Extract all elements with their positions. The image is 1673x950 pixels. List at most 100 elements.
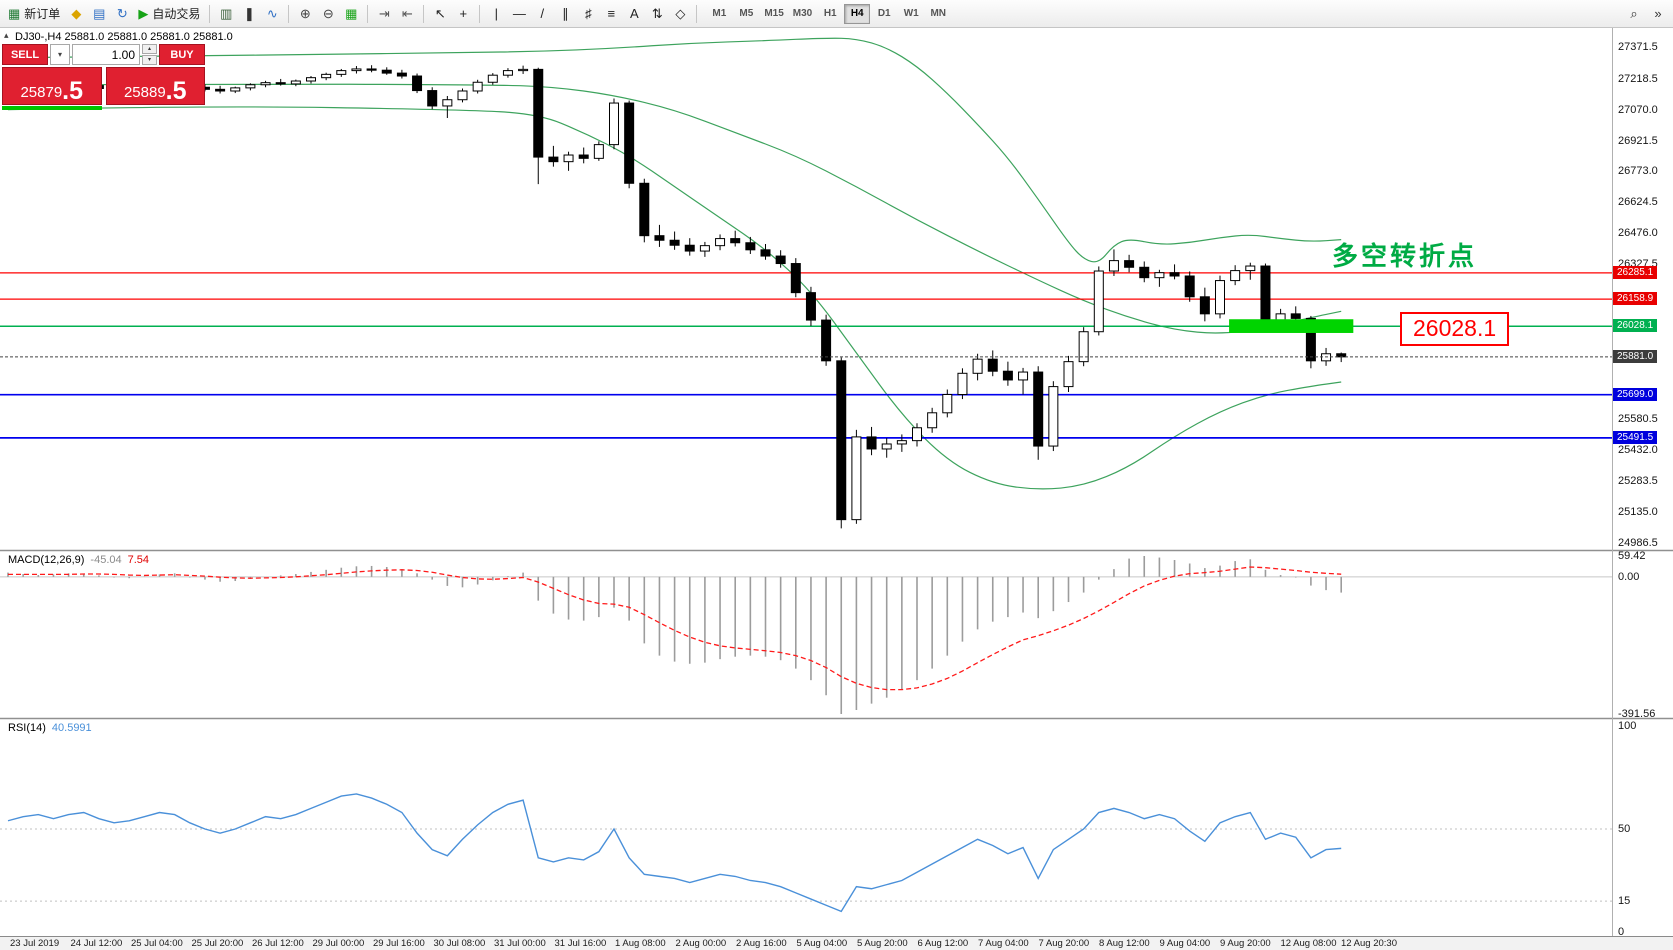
arrows-button[interactable]: ⇅ bbox=[646, 3, 668, 25]
channel-button[interactable]: ∥ bbox=[554, 3, 576, 25]
candle bbox=[427, 90, 438, 107]
auto-scroll-button[interactable]: ⇥ bbox=[373, 3, 395, 25]
toolbar-separator bbox=[479, 4, 481, 23]
zoom-out-button[interactable]: ⊖ bbox=[317, 3, 339, 25]
candle bbox=[715, 238, 726, 247]
candle bbox=[1139, 266, 1150, 279]
candle bbox=[1154, 272, 1165, 279]
quick-navigation-button[interactable]: » bbox=[1647, 3, 1669, 25]
time-axis-strip[interactable] bbox=[0, 936, 1673, 950]
candle bbox=[260, 82, 271, 86]
toolbar-separator bbox=[367, 4, 369, 23]
horizontal-line-button[interactable]: — bbox=[508, 3, 530, 25]
line-chart-button[interactable]: ∿ bbox=[261, 3, 283, 25]
autotrading-button[interactable]: ▶ 自动交易 bbox=[134, 3, 204, 25]
candle bbox=[336, 70, 347, 75]
cursor-button[interactable]: ↖ bbox=[429, 3, 451, 25]
volume-input[interactable] bbox=[72, 44, 140, 65]
candle bbox=[1124, 260, 1135, 268]
trade-panel-price-row: 25879.5 25889.5 bbox=[2, 67, 205, 105]
sell-price-button[interactable]: 25879.5 bbox=[2, 67, 102, 105]
volume-spinner: ▴ ▾ bbox=[142, 44, 157, 65]
profiles-icon: ▤ bbox=[93, 6, 106, 21]
horizontal-line-icon: — bbox=[512, 6, 526, 21]
trendline-button[interactable]: / bbox=[531, 3, 553, 25]
sell-button[interactable]: SELL bbox=[2, 44, 48, 65]
toolbar-separator bbox=[423, 4, 425, 23]
text-button[interactable]: A bbox=[623, 3, 645, 25]
highlight-zone-rectangle[interactable] bbox=[1229, 319, 1354, 333]
candle bbox=[1063, 361, 1074, 388]
candle bbox=[457, 90, 468, 101]
bollinger-lower-band bbox=[7, 106, 1342, 490]
candle bbox=[669, 239, 680, 246]
candle bbox=[760, 249, 771, 257]
buy-button[interactable]: BUY bbox=[159, 44, 205, 65]
timeframe-mn-button[interactable]: MN bbox=[925, 4, 951, 24]
timeframe-m5-button[interactable]: M5 bbox=[733, 4, 759, 24]
candle bbox=[275, 82, 286, 85]
candle bbox=[412, 75, 423, 92]
candle bbox=[654, 235, 665, 241]
buy-price-button[interactable]: 25889.5 bbox=[105, 67, 205, 105]
timeframe-d1-button[interactable]: D1 bbox=[871, 4, 897, 24]
candle bbox=[442, 99, 453, 107]
candle bbox=[684, 244, 695, 252]
one-click-collapse-icon[interactable]: ▴ bbox=[4, 30, 9, 40]
candle bbox=[593, 144, 604, 159]
candle bbox=[805, 292, 816, 321]
autotrading-label: 自动交易 bbox=[152, 7, 201, 21]
symbol-ohlc-label: DJ30-,H4 25881.0 25881.0 25881.0 25881.0 bbox=[15, 31, 233, 43]
zoom-out-icon: ⊖ bbox=[322, 6, 334, 21]
timeframe-m30-button[interactable]: M30 bbox=[789, 4, 816, 24]
profiles-button[interactable]: ▤ bbox=[88, 3, 110, 25]
timeframe-m15-button[interactable]: M15 bbox=[760, 4, 787, 24]
candle bbox=[472, 81, 483, 92]
timeframe-w1-button[interactable]: W1 bbox=[898, 4, 924, 24]
candle bbox=[1230, 270, 1241, 282]
search-button[interactable]: ⌕ bbox=[1623, 3, 1645, 25]
refresh-button[interactable]: ↻ bbox=[111, 3, 133, 25]
candle bbox=[245, 84, 256, 89]
candle bbox=[836, 360, 847, 521]
search-icon: ⌕ bbox=[1630, 6, 1638, 21]
timeframe-h1-button[interactable]: H1 bbox=[817, 4, 843, 24]
levels-icon: ≡ bbox=[607, 6, 616, 21]
candle bbox=[1260, 265, 1271, 326]
tile-windows-button[interactable]: ▦ bbox=[340, 3, 362, 25]
crosshair-button[interactable]: + bbox=[452, 3, 474, 25]
new-chart-button[interactable]: ◆ bbox=[65, 3, 87, 25]
candle bbox=[942, 394, 953, 414]
new-order-button[interactable]: ▦ 新订单 bbox=[4, 3, 64, 25]
chart-shift-button[interactable]: ⇤ bbox=[396, 3, 418, 25]
shapes-button[interactable]: ◇ bbox=[669, 3, 691, 25]
candle bbox=[912, 427, 922, 442]
candle bbox=[1184, 275, 1195, 298]
macd-name: MACD(12,26,9) bbox=[8, 554, 85, 566]
price-callout-label: 26028.1 bbox=[1400, 312, 1510, 346]
candle bbox=[927, 412, 938, 429]
volume-dropdown-button[interactable]: ▾ bbox=[50, 44, 70, 65]
line-chart-icon: ∿ bbox=[266, 6, 278, 21]
text-icon: A bbox=[629, 6, 639, 21]
candle bbox=[563, 154, 574, 163]
autotrading-icon: ▶ bbox=[138, 6, 149, 21]
vertical-line-button[interactable]: | bbox=[485, 3, 507, 25]
candle bbox=[609, 102, 619, 146]
fibonacci-button[interactable]: ♯ bbox=[577, 3, 599, 25]
bar-chart-button[interactable]: ▥ bbox=[215, 3, 237, 25]
toolbar-separator bbox=[209, 4, 211, 23]
candle bbox=[230, 87, 241, 92]
volume-increase-button[interactable]: ▴ bbox=[142, 44, 157, 54]
candle bbox=[790, 263, 801, 294]
candlestick-chart-button[interactable]: ❚ bbox=[238, 3, 260, 25]
candle bbox=[881, 443, 892, 450]
levels-button[interactable]: ≡ bbox=[600, 3, 622, 25]
zoom-in-button[interactable]: ⊕ bbox=[294, 3, 316, 25]
timeframe-h4-button[interactable]: H4 bbox=[844, 3, 871, 24]
volume-decrease-button[interactable]: ▾ bbox=[142, 55, 157, 65]
timeframe-m1-button[interactable]: M1 bbox=[706, 4, 732, 24]
candle bbox=[699, 245, 710, 252]
auto-scroll-icon: ⇥ bbox=[378, 6, 390, 21]
